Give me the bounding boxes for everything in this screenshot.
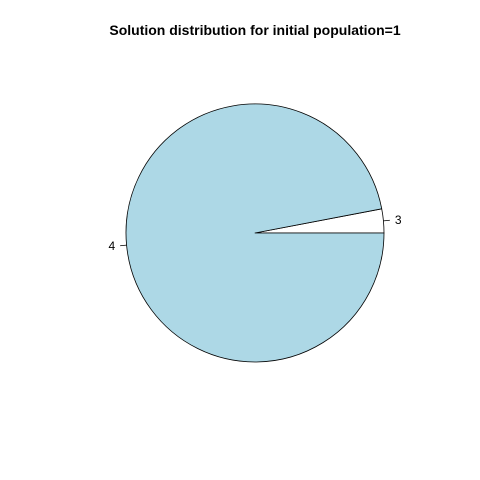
pie-label-tick-3 [383, 219, 390, 222]
pie-label-4: 4 [108, 239, 115, 253]
pie-labels: 34 [108, 213, 401, 253]
pie-slices [125, 103, 385, 363]
pie-label-3: 3 [395, 213, 402, 227]
pie-slice-4 [125, 103, 385, 363]
pie-label-tick-4 [120, 244, 127, 247]
chart-title: Solution distribution for initial popula… [109, 22, 400, 38]
